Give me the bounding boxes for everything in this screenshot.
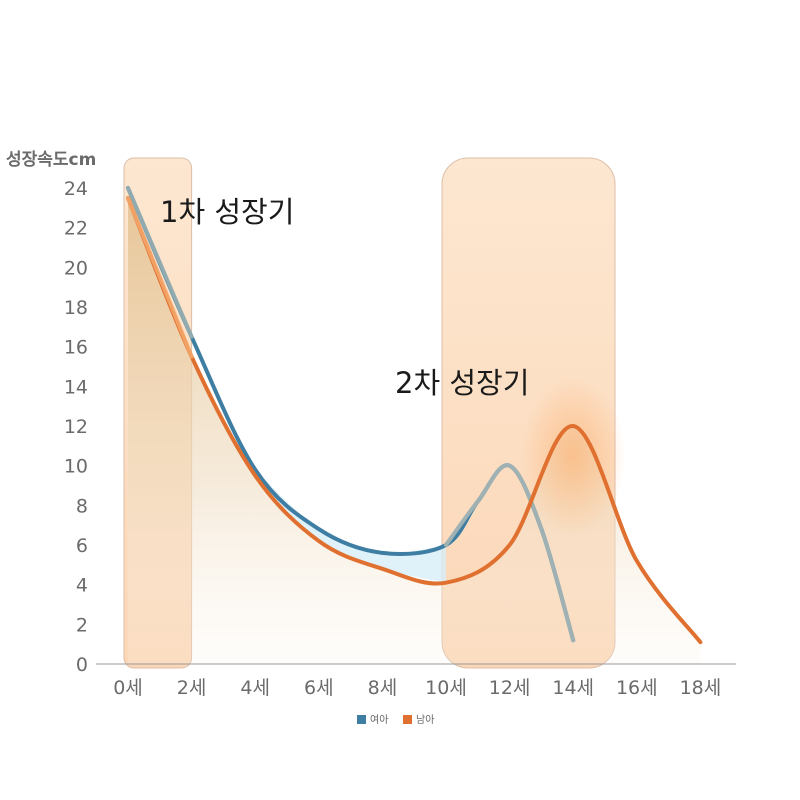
x-tick-label: 2세: [177, 677, 207, 699]
y-tick-label: 14: [64, 376, 88, 398]
y-tick-label: 12: [64, 416, 88, 438]
y-tick-label: 10: [64, 456, 88, 478]
y-tick-label: 18: [64, 297, 88, 319]
y-tick-label: 0: [76, 654, 88, 676]
y-tick-label: 16: [64, 337, 88, 359]
y-tick-label: 24: [64, 178, 88, 200]
y-tick-label: 6: [76, 535, 88, 557]
x-axis-ticks: 0세 2세 4세 6세 8세 10세 12세 14세 16세 18세: [113, 677, 721, 699]
legend: 여아 남아: [357, 714, 434, 726]
legend-label-girls: 여아: [370, 714, 388, 726]
legend-label-boys: 남아: [416, 714, 434, 726]
y-tick-label: 2: [76, 614, 88, 636]
y-axis-label: 성장속도cm: [6, 150, 96, 170]
y-tick-label: 8: [76, 495, 88, 517]
x-tick-label: 0세: [113, 677, 143, 699]
series-line-boys: [126, 195, 703, 645]
x-tick-label: 18세: [680, 677, 722, 699]
legend-swatch-girls: [357, 715, 366, 724]
x-tick-label: 4세: [240, 677, 270, 699]
boys-area-fill: [128, 197, 701, 664]
x-tick-label: 6세: [304, 677, 334, 699]
series-lines: [126, 186, 703, 645]
x-tick-label: 10세: [425, 677, 467, 699]
x-tick-label: 16세: [616, 677, 658, 699]
x-tick-label: 8세: [368, 677, 398, 699]
boys-peak-glow: [521, 375, 626, 536]
series-line-girls-faded-peak: [444, 463, 576, 643]
legend-swatch-boys: [403, 715, 412, 724]
series-line-girls-faded-start: [126, 186, 194, 339]
annotation-first-growth: 1차 성장기: [160, 195, 294, 229]
y-tick-label: 20: [64, 257, 88, 279]
series-line-boys-faded-start: [126, 195, 194, 359]
x-tick-label: 12세: [489, 677, 531, 699]
x-tick-label: 14세: [552, 677, 594, 699]
y-tick-label: 22: [64, 218, 88, 240]
annotation-second-growth: 2차 성장기: [395, 366, 529, 400]
y-tick-label: 4: [76, 575, 88, 597]
